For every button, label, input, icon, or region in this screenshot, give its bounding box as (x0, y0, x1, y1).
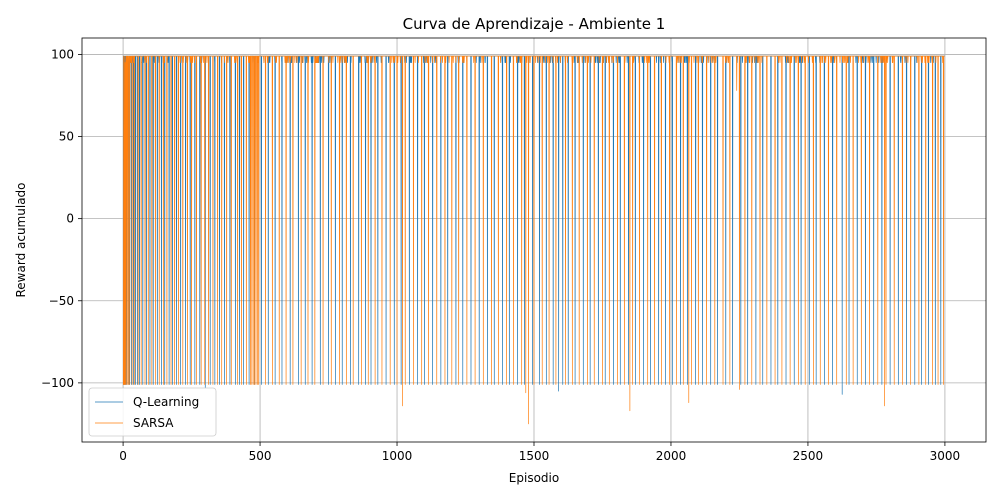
y-axis-ticks: −100 −50 0 50 100 (41, 47, 82, 390)
x-tick-label: 2000 (656, 449, 687, 463)
y-tick-label: 50 (59, 130, 74, 144)
y-tick-label: 100 (51, 47, 74, 61)
x-tick-label: 0 (119, 449, 127, 463)
x-tick-label: 500 (249, 449, 272, 463)
x-tick-label: 1000 (382, 449, 413, 463)
legend-label: SARSA (133, 416, 174, 430)
legend: Q-Learning SARSA (88, 387, 217, 437)
x-axis-label: Episodio (509, 471, 559, 485)
x-tick-label: 1500 (519, 449, 550, 463)
legend-label: Q-Learning (133, 395, 199, 409)
y-axis-label: Reward acumulado (14, 182, 28, 297)
y-tick-label: −50 (49, 294, 74, 308)
x-tick-label: 2500 (793, 449, 824, 463)
series-line-sarsa (123, 55, 945, 425)
legend-box (88, 387, 217, 437)
x-axis-ticks: 0 500 1000 1500 2000 2500 3000 (119, 442, 960, 463)
y-tick-label: 0 (66, 212, 74, 226)
plot-lines (123, 55, 945, 425)
chart-title: Curva de Aprendizaje - Ambiente 1 (403, 15, 666, 33)
x-tick-label: 3000 (930, 449, 961, 463)
y-tick-label: −100 (41, 376, 74, 390)
